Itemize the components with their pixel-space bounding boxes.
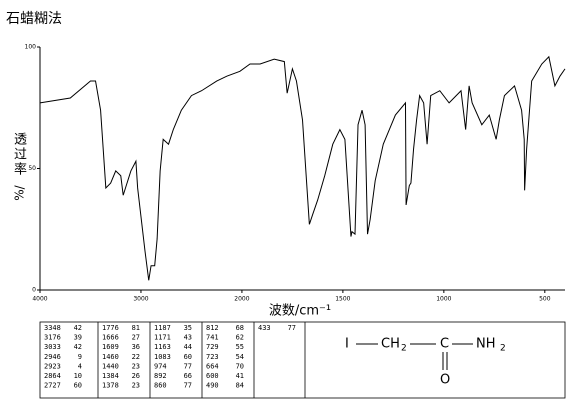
peak-table-frame (39, 321, 566, 399)
peak-transmittance: 81 (132, 324, 140, 332)
y-tick-label: 100 (25, 44, 37, 51)
peak-wavenumber: 892 (154, 372, 167, 380)
peak-wavenumber: 1384 (102, 372, 119, 380)
peak-wavenumber: 812 (206, 324, 219, 332)
peak-transmittance: 43 (184, 334, 192, 342)
x-tick-label: 3000 (133, 296, 148, 303)
atom: CH (381, 337, 400, 352)
peak-wavenumber: 741 (206, 334, 219, 342)
x-tick-label: 4000 (32, 296, 47, 303)
table-border (39, 321, 566, 399)
peak-transmittance: 10 (74, 372, 82, 380)
peak-transmittance: 26 (132, 372, 140, 380)
peak-transmittance: 60 (74, 382, 82, 390)
y-label-unit: %/ (13, 184, 27, 200)
peak-transmittance: 41 (236, 372, 244, 380)
peak-transmittance: 77 (184, 362, 192, 370)
peak-wavenumber: 1776 (102, 324, 119, 332)
peak-wavenumber: 3176 (44, 334, 61, 342)
peak-wavenumber: 860 (154, 382, 167, 390)
peak-wavenumber: 1609 (102, 343, 119, 351)
peak-transmittance: 42 (74, 324, 82, 332)
x-tick-label: 1000 (436, 296, 451, 303)
peak-wavenumber: 490 (206, 382, 219, 390)
subscript: 2 (500, 344, 506, 354)
y-tick-label: 0 (32, 287, 36, 294)
peak-wavenumber: 1083 (154, 353, 171, 361)
peak-transmittance: 77 (288, 324, 296, 332)
atom: NH (476, 337, 496, 352)
peak-table: 3348 42 3176 39 3033 42 2946 9 2923 4 2864 10 2727 60… (44, 324, 296, 390)
y-label-char: 透 (14, 133, 27, 148)
peak-wavenumber: 2864 (44, 372, 61, 380)
peak-wavenumber: 1187 (154, 324, 171, 332)
peak-wavenumber: 1460 (102, 353, 119, 361)
peak-wavenumber: 2946 (44, 353, 61, 361)
peak-transmittance: 54 (236, 353, 244, 361)
peak-transmittance: 70 (236, 362, 244, 370)
page-title: 石蜡糊法 (6, 11, 62, 27)
peak-wavenumber: 1440 (102, 362, 119, 370)
atom: C (440, 337, 449, 352)
peak-transmittance: 22 (132, 353, 140, 361)
peak-wavenumber: 974 (154, 362, 167, 370)
y-label-char: 过 (14, 148, 27, 163)
peak-wavenumber: 3348 (44, 324, 61, 332)
peak-transmittance: 77 (184, 382, 192, 390)
peak-transmittance: 9 (78, 353, 82, 361)
peak-transmittance: 35 (184, 324, 192, 332)
spectrum-line (39, 55, 566, 281)
peak-wavenumber: 1163 (154, 343, 171, 351)
peak-transmittance: 44 (184, 343, 192, 351)
atom: I (345, 337, 349, 352)
structure: I CH 2 C NH 2 O (345, 337, 506, 388)
peak-transmittance: 36 (132, 343, 140, 351)
peak-wavenumber: 723 (206, 353, 219, 361)
peak-wavenumber: 433 (258, 324, 271, 332)
peak-transmittance: 39 (74, 334, 82, 342)
x-tick-label: 1500 (335, 296, 350, 303)
peak-transmittance: 23 (132, 362, 140, 370)
y-label-char: 率 (14, 162, 27, 178)
peak-wavenumber: 1171 (154, 334, 171, 342)
peak-transmittance: 84 (236, 382, 244, 390)
x-tick-label: 2000 (234, 296, 249, 303)
peak-transmittance: 55 (236, 343, 244, 351)
peak-transmittance: 27 (132, 334, 140, 342)
peak-transmittance: 68 (236, 324, 244, 332)
peak-wavenumber: 1378 (102, 382, 119, 390)
peak-transmittance: 23 (132, 382, 140, 390)
peak-wavenumber: 2727 (44, 382, 61, 390)
peak-transmittance: 60 (184, 353, 192, 361)
x-tick-label: 500 (539, 296, 551, 303)
subscript: 2 (401, 344, 407, 354)
peak-wavenumber: 2923 (44, 362, 61, 370)
y-tick-label: 50 (28, 165, 36, 172)
peak-transmittance: 66 (184, 372, 192, 380)
peak-wavenumber: 664 (206, 362, 219, 370)
axes: 0 50 100 4000 3000 2000 1500 1000 500 (25, 44, 566, 303)
peak-wavenumber: 600 (206, 372, 219, 380)
peak-transmittance: 4 (78, 362, 82, 370)
peak-transmittance: 42 (74, 343, 82, 351)
peak-wavenumber: 1666 (102, 334, 119, 342)
peak-wavenumber: 3033 (44, 343, 61, 351)
x-label: 波数/cm⁻¹ (269, 304, 331, 319)
peak-wavenumber: 729 (206, 343, 219, 351)
peak-transmittance: 62 (236, 334, 244, 342)
atom: O (440, 373, 450, 388)
